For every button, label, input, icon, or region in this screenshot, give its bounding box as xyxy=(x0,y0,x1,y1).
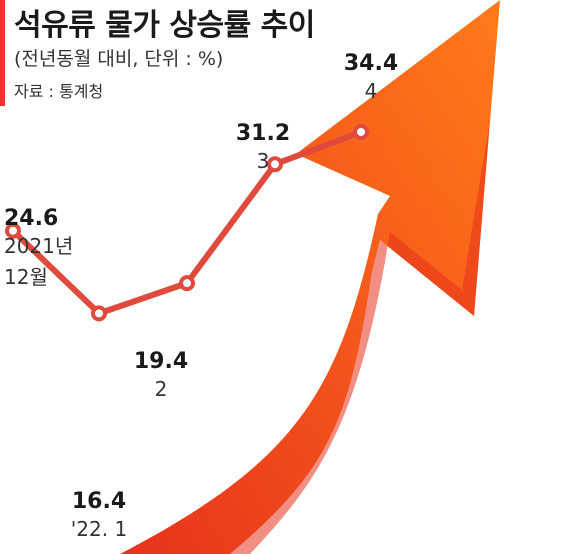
rising-arrow-icon xyxy=(120,0,500,554)
x-tick-label: '22. 1 xyxy=(71,517,127,541)
data-point-marker xyxy=(353,123,369,140)
chart-subtitle: (전년동월 대비, 단위 : %) xyxy=(14,48,224,70)
data-value-label: 19.4 xyxy=(134,349,188,374)
chart-source: 자료 : 통계청 xyxy=(14,82,104,101)
data-point-marker xyxy=(91,305,107,322)
title-accent-bar xyxy=(0,0,5,106)
data-point-marker xyxy=(267,156,283,173)
data-value-label: 16.4 xyxy=(72,489,126,514)
data-value-label: 24.6 xyxy=(4,206,58,231)
x-tick-label: 3 xyxy=(257,149,270,173)
x-tick-label: 2021년 xyxy=(4,234,73,258)
data-value-label: 34.4 xyxy=(344,51,398,76)
series-layer xyxy=(5,123,369,322)
x-tick-label: 2 xyxy=(155,377,168,401)
label-layer: 24.6 2021년 12월 16.4 '22. 1 19.4 2 31.2 3 34.4 4 xyxy=(4,51,398,541)
data-point-marker xyxy=(179,275,195,292)
rising-arrow-body xyxy=(120,0,500,554)
data-value-label: 31.2 xyxy=(236,121,290,146)
x-tick-label: 12월 xyxy=(4,265,48,289)
x-tick-label: 4 xyxy=(365,79,378,103)
data-point-marker xyxy=(5,222,21,239)
chart-title: 석유류 물가 상승률 추이 xyxy=(14,8,315,43)
